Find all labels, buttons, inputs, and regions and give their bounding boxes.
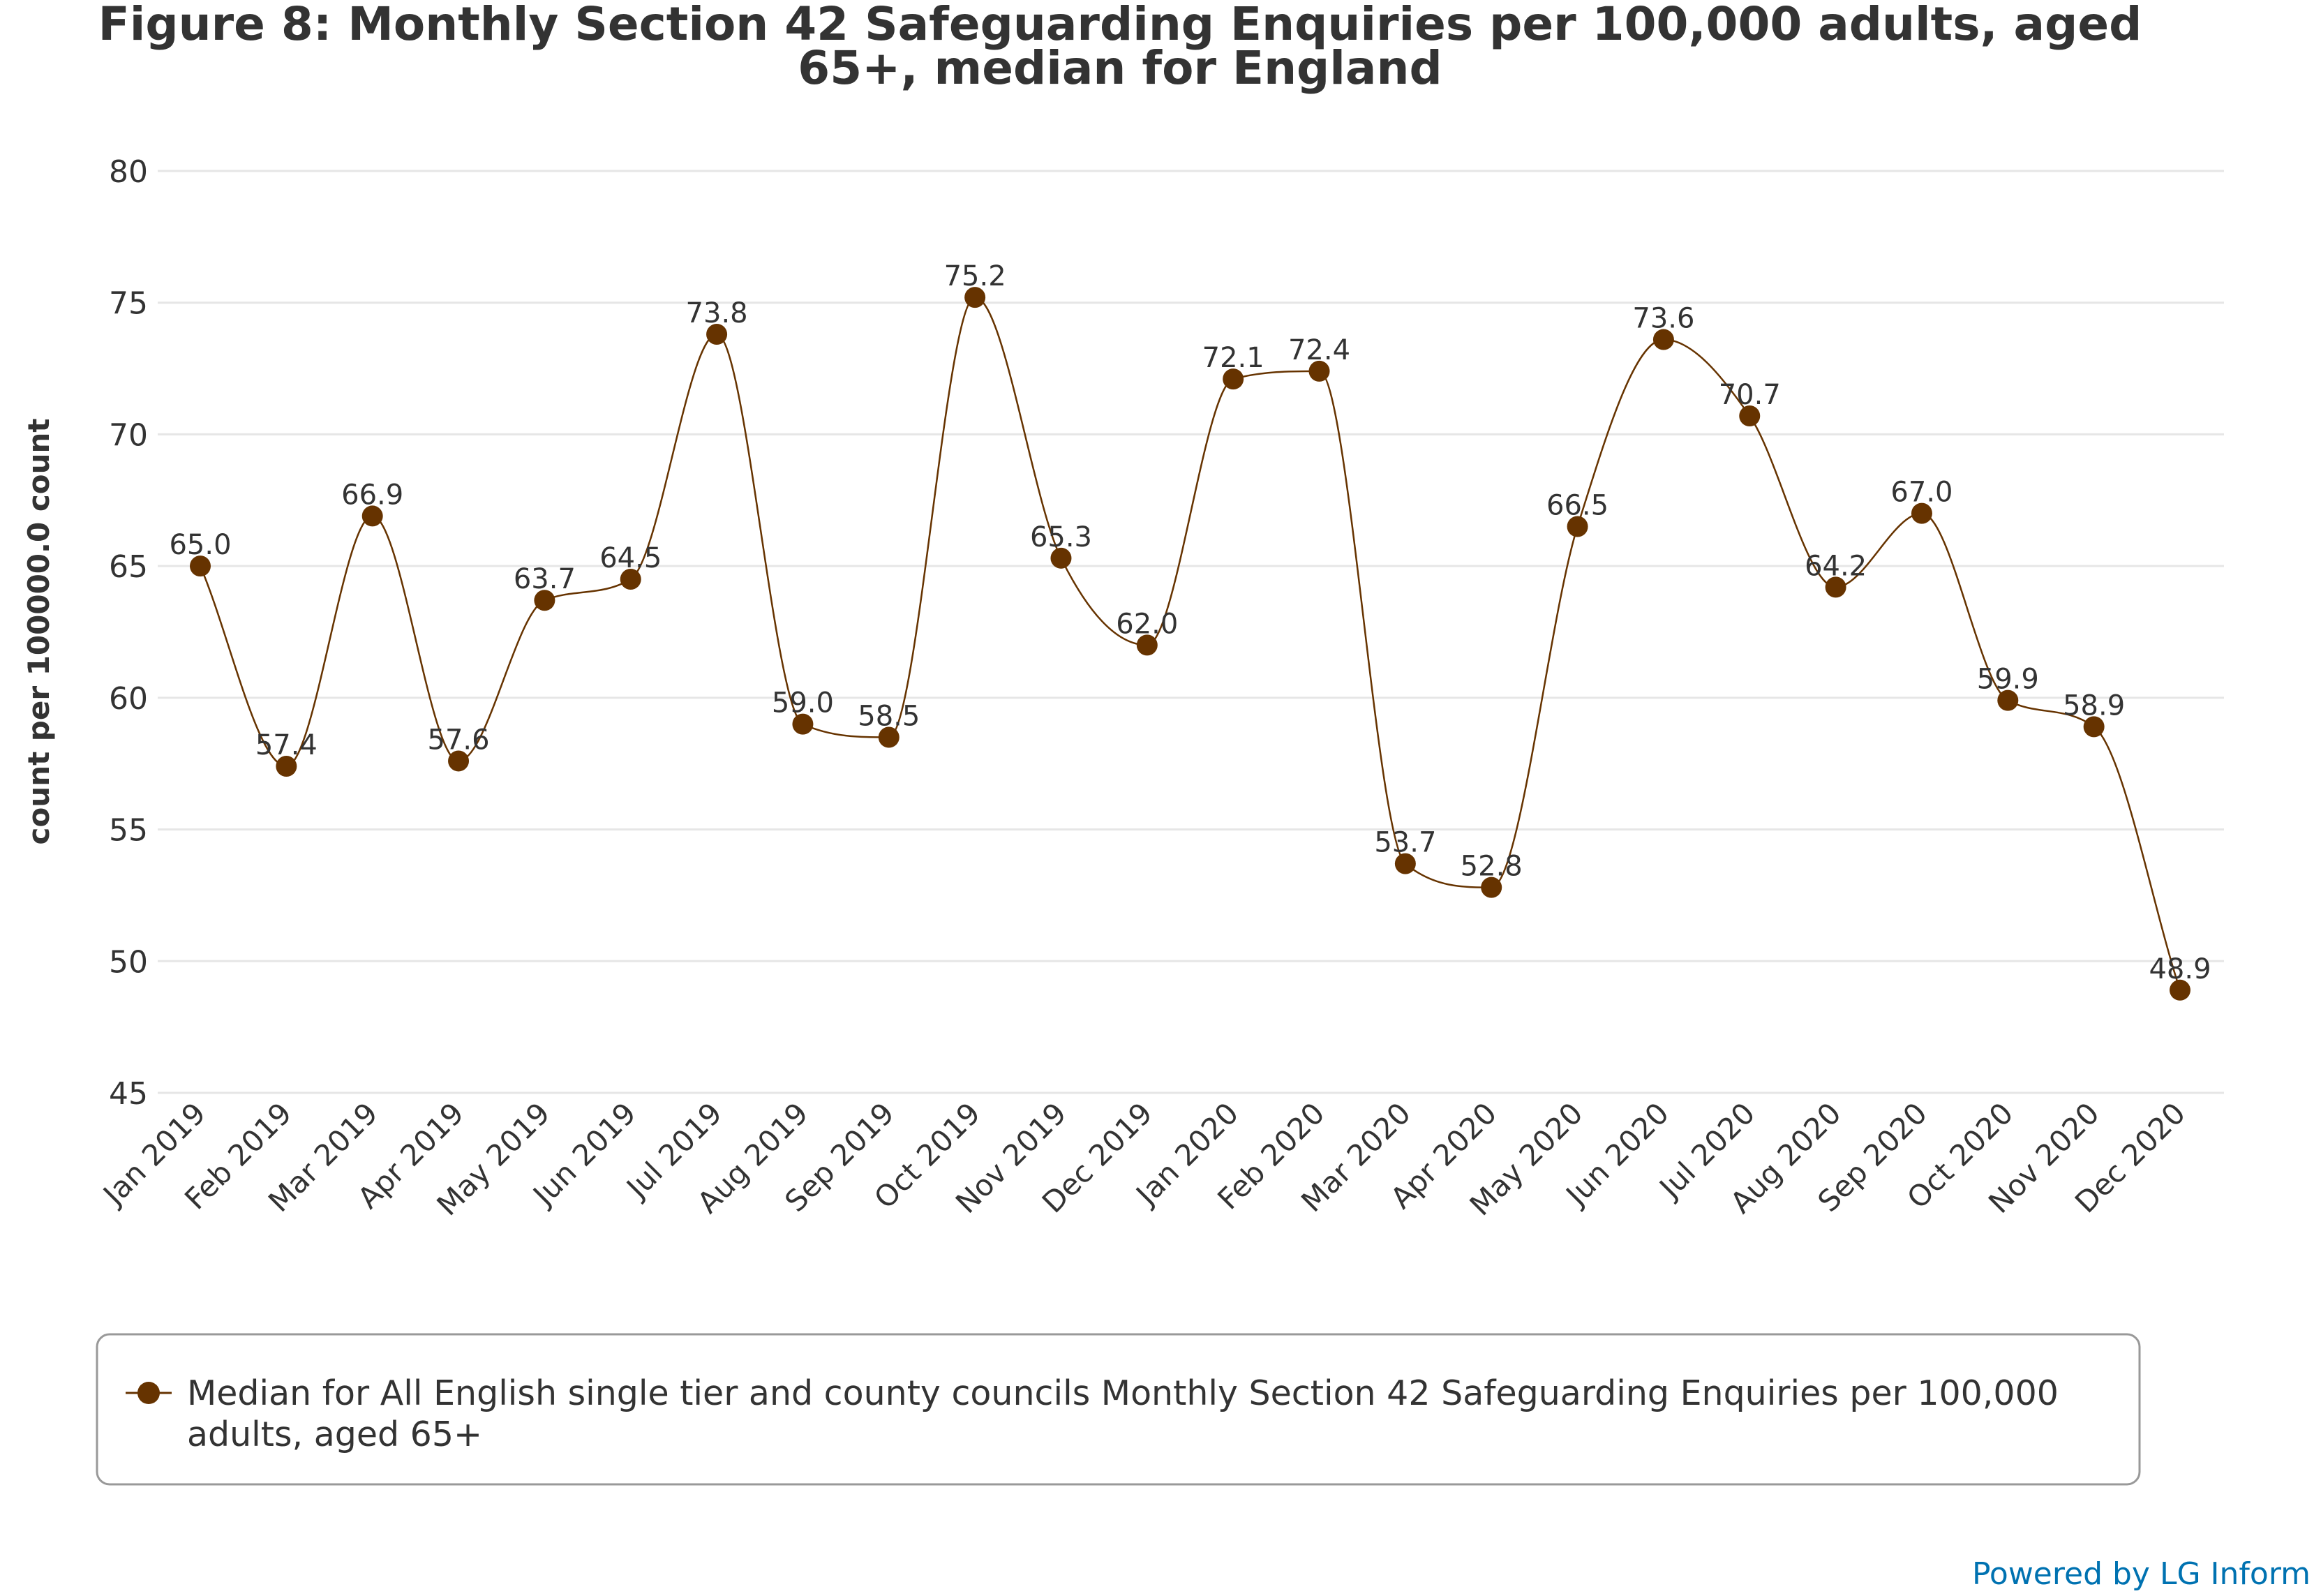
y-tick-label: 80 (109, 154, 148, 190)
data-label: 57.4 (255, 729, 318, 761)
legend-box (96, 1333, 2141, 1486)
y-tick-label: 50 (109, 944, 148, 980)
y-tick-label: 45 (109, 1076, 148, 1112)
data-point[interactable] (964, 287, 986, 308)
data-point[interactable] (1223, 368, 1244, 390)
data-label: 65.0 (169, 529, 231, 561)
data-label: 73.8 (686, 297, 748, 329)
y-tick-label: 65 (109, 549, 148, 585)
chart-title-line-1: Figure 8: Monthly Section 42 Safeguardin… (98, 0, 2142, 51)
y-axis-ticks: 45 50 55 60 65 70 75 80 (109, 154, 148, 1112)
legend-label-line-2: adults, aged 65+ (187, 1415, 482, 1454)
data-label: 58.5 (858, 700, 920, 732)
data-label: 58.9 (2063, 689, 2125, 722)
data-point[interactable] (534, 590, 555, 611)
series-line (199, 296, 2181, 991)
y-tick-label: 70 (109, 417, 148, 453)
y-tick-label: 60 (109, 681, 148, 717)
data-label: 63.7 (514, 563, 576, 595)
data-point[interactable] (1911, 502, 1932, 524)
y-tick-label: 75 (109, 286, 148, 322)
data-label: 59.0 (772, 687, 834, 719)
data-label: 64.2 (1805, 550, 1867, 582)
data-labels: 65.0 57.4 66.9 57.6 63.7 64.5 73.8 59.0 58.5 75.2… (169, 260, 2211, 985)
data-label: 67.0 (1890, 477, 1953, 509)
data-point[interactable] (1050, 547, 1072, 569)
data-point[interactable] (1567, 516, 1588, 537)
y-axis-label: count per 100000.0 count (22, 419, 56, 845)
data-point[interactable] (1825, 576, 1846, 598)
data-label: 66.9 (341, 479, 403, 511)
data-label: 64.5 (599, 542, 662, 574)
data-point[interactable] (792, 713, 814, 735)
chart-title-line-2: 65+, median for England (798, 41, 1442, 95)
data-label: 66.5 (1546, 490, 1608, 522)
data-point[interactable] (276, 755, 297, 777)
gridlines (158, 170, 2224, 1094)
data-label: 65.3 (1030, 521, 1092, 553)
data-point[interactable] (1308, 360, 1330, 382)
data-label: 62.0 (1116, 608, 1178, 640)
data-point[interactable] (190, 555, 211, 577)
data-point[interactable] (706, 324, 728, 345)
data-label: 75.2 (944, 260, 1006, 292)
data-point[interactable] (1394, 853, 1416, 874)
data-point[interactable] (1481, 877, 1502, 898)
data-label: 59.9 (1977, 664, 2039, 696)
data-point[interactable] (1652, 329, 1674, 350)
data-point[interactable] (448, 750, 470, 772)
data-label: 53.7 (1374, 827, 1436, 859)
data-label: 48.9 (2149, 953, 2211, 985)
legend-label-line-1: Median for All English single tier and c… (187, 1373, 2059, 1413)
series-points (190, 287, 2190, 1001)
data-point[interactable] (2083, 716, 2105, 738)
data-point[interactable] (2170, 979, 2190, 1001)
data-point[interactable] (1739, 405, 1761, 427)
data-label: 57.6 (428, 724, 490, 756)
y-tick-label: 55 (109, 813, 148, 849)
chart-title: Figure 8: Monthly Section 42 Safeguardin… (98, 0, 2142, 95)
data-label: 73.6 (1632, 303, 1694, 335)
powered-by-credit-link[interactable]: Powered by LG Inform (1972, 1556, 2311, 1592)
data-label: 72.4 (1288, 334, 1350, 366)
data-label: 70.7 (1719, 379, 1781, 411)
data-point[interactable] (1997, 689, 2019, 711)
data-point[interactable] (361, 505, 383, 527)
data-point[interactable] (1136, 634, 1158, 656)
legend-circle-marker (137, 1382, 160, 1404)
legend[interactable]: Median for All English single tier and c… (96, 1333, 2141, 1486)
series-median-england (199, 296, 2181, 991)
data-label: 72.1 (1202, 342, 1264, 374)
data-point[interactable] (620, 569, 641, 590)
data-label: 52.8 (1461, 851, 1523, 883)
data-point[interactable] (878, 726, 900, 748)
